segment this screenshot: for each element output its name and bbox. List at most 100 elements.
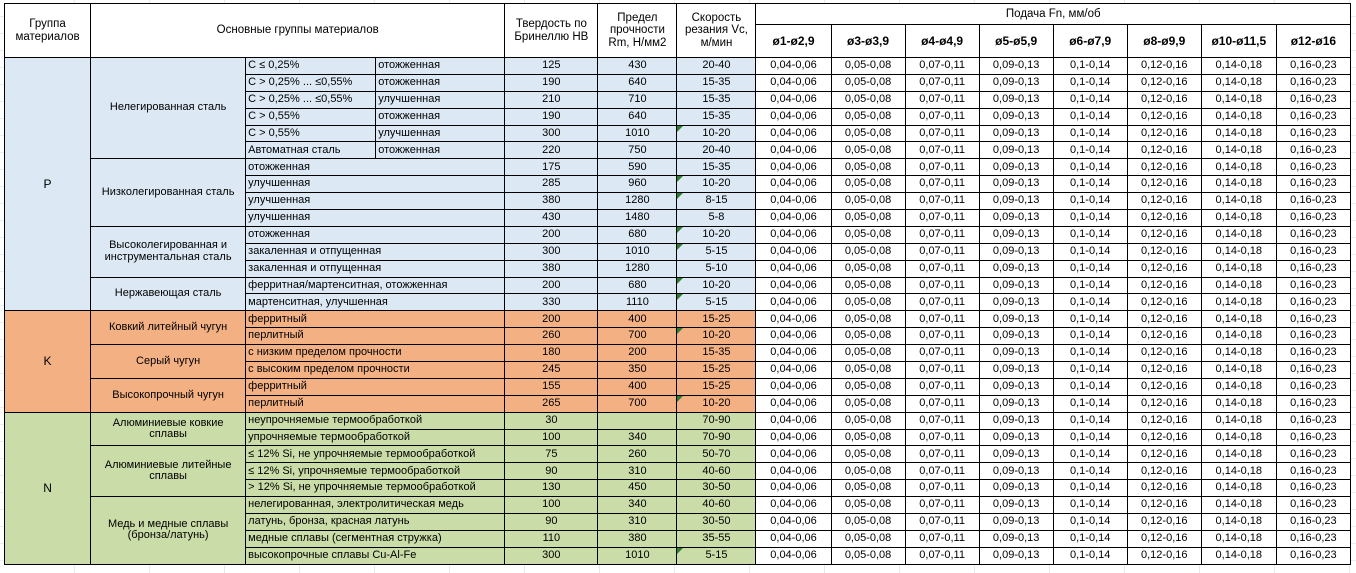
- feed-cell[interactable]: 0,12-0,16: [1126, 209, 1202, 227]
- subgroup-name-cell[interactable]: Нержавеющая сталь: [90, 276, 247, 312]
- feed-cell[interactable]: 0,09-0,13: [978, 445, 1054, 464]
- feed-cell[interactable]: 0,07-0,11: [904, 327, 980, 346]
- feed-cell[interactable]: 0,12-0,16: [1126, 192, 1202, 211]
- feed-cell[interactable]: 0,05-0,08: [830, 192, 906, 211]
- speed-cell[interactable]: 20-40: [676, 141, 757, 160]
- feed-cell[interactable]: 0,09-0,13: [978, 377, 1054, 396]
- feed-cell[interactable]: 0,14-0,18: [1200, 394, 1277, 413]
- feed-cell[interactable]: 0,04-0,06: [755, 192, 832, 211]
- feed-cell[interactable]: 0,16-0,23: [1275, 57, 1352, 75]
- feed-cell[interactable]: 0,16-0,23: [1275, 361, 1352, 379]
- feed-cell[interactable]: 0,05-0,08: [830, 513, 906, 531]
- feed-cell[interactable]: 0,14-0,18: [1200, 411, 1277, 430]
- feed-cell[interactable]: 0,12-0,16: [1126, 361, 1202, 379]
- feed-cell[interactable]: 0,09-0,13: [978, 344, 1054, 363]
- feed-cell[interactable]: 0,1-0,14: [1052, 513, 1128, 531]
- feed-cell[interactable]: 0,16-0,23: [1275, 124, 1352, 143]
- header-diameter-4[interactable]: ø5-ø5,9: [978, 24, 1054, 58]
- material-type-cell[interactable]: C > 0,55%: [245, 124, 377, 143]
- strength-cell[interactable]: 350: [597, 361, 678, 379]
- material-state-cell[interactable]: > 12% Si, не упрочняемые термообработкой: [245, 479, 506, 498]
- feed-cell[interactable]: 0,09-0,13: [978, 209, 1054, 227]
- feed-cell[interactable]: 0,07-0,11: [904, 242, 980, 261]
- subgroup-name-cell[interactable]: Высоколегированная и инструментальная ст…: [90, 225, 247, 278]
- feed-cell[interactable]: 0,12-0,16: [1126, 513, 1202, 531]
- feed-cell[interactable]: 0,16-0,23: [1275, 394, 1352, 413]
- speed-cell[interactable]: 70-90: [676, 411, 757, 430]
- speed-cell[interactable]: 15-35: [676, 107, 757, 126]
- feed-cell[interactable]: 0,14-0,18: [1200, 445, 1277, 464]
- strength-cell[interactable]: 340: [597, 496, 678, 515]
- feed-cell[interactable]: 0,12-0,16: [1126, 546, 1202, 565]
- feed-cell[interactable]: 0,07-0,11: [904, 411, 980, 430]
- feed-cell[interactable]: 0,04-0,06: [755, 344, 832, 363]
- header-diameter-5[interactable]: ø6-ø7,9: [1052, 24, 1128, 58]
- feed-cell[interactable]: 0,1-0,14: [1052, 411, 1128, 430]
- header-diameter-2[interactable]: ø3-ø3,9: [830, 24, 906, 58]
- feed-cell[interactable]: 0,07-0,11: [904, 496, 980, 515]
- feed-cell[interactable]: 0,07-0,11: [904, 124, 980, 143]
- feed-cell[interactable]: 0,16-0,23: [1275, 310, 1352, 329]
- feed-cell[interactable]: 0,07-0,11: [904, 57, 980, 75]
- feed-cell[interactable]: 0,09-0,13: [978, 124, 1054, 143]
- hardness-cell[interactable]: 330: [504, 293, 599, 312]
- feed-cell[interactable]: 0,07-0,11: [904, 192, 980, 211]
- feed-cell[interactable]: 0,16-0,23: [1275, 529, 1352, 548]
- feed-cell[interactable]: 0,05-0,08: [830, 411, 906, 430]
- feed-cell[interactable]: 0,09-0,13: [978, 90, 1054, 109]
- feed-cell[interactable]: 0,12-0,16: [1126, 394, 1202, 413]
- feed-cell[interactable]: 0,04-0,06: [755, 225, 832, 244]
- strength-cell[interactable]: 1480: [597, 209, 678, 227]
- material-state-cell[interactable]: высокопрочные сплавы Cu-Al-Fe: [245, 546, 506, 565]
- feed-cell[interactable]: 0,05-0,08: [830, 428, 906, 447]
- feed-cell[interactable]: 0,1-0,14: [1052, 242, 1128, 261]
- subgroup-name-cell[interactable]: Нелегированная сталь: [90, 56, 247, 160]
- group-code-cell[interactable]: P: [3, 56, 92, 312]
- strength-cell[interactable]: 640: [597, 107, 678, 126]
- feed-cell[interactable]: 0,16-0,23: [1275, 445, 1352, 464]
- header-diameter-3[interactable]: ø4-ø4,9: [904, 24, 980, 58]
- feed-cell[interactable]: 0,12-0,16: [1126, 377, 1202, 396]
- feed-cell[interactable]: 0,09-0,13: [978, 479, 1054, 498]
- material-state-cell[interactable]: мартенситная, улучшенная: [245, 293, 506, 312]
- header-diameter-8[interactable]: ø12-ø16: [1275, 24, 1352, 58]
- feed-cell[interactable]: 0,04-0,06: [755, 57, 832, 75]
- feed-cell[interactable]: 0,09-0,13: [978, 175, 1054, 194]
- feed-cell[interactable]: 0,1-0,14: [1052, 158, 1128, 177]
- hardness-cell[interactable]: 125: [504, 57, 599, 75]
- feed-cell[interactable]: 0,05-0,08: [830, 276, 906, 295]
- feed-cell[interactable]: 0,04-0,06: [755, 445, 832, 464]
- header-tensile-strength[interactable]: Предел прочности Rm, Н/мм2: [597, 3, 678, 58]
- feed-cell[interactable]: 0,1-0,14: [1052, 293, 1128, 312]
- speed-cell[interactable]: 10-20: [676, 327, 757, 346]
- material-state-cell[interactable]: перлитный: [245, 394, 506, 413]
- feed-cell[interactable]: 0,16-0,23: [1275, 377, 1352, 396]
- feed-cell[interactable]: 0,05-0,08: [830, 310, 906, 329]
- feed-cell[interactable]: 0,07-0,11: [904, 377, 980, 396]
- feed-cell[interactable]: 0,1-0,14: [1052, 479, 1128, 498]
- feed-cell[interactable]: 0,04-0,06: [755, 513, 832, 531]
- feed-cell[interactable]: 0,16-0,23: [1275, 411, 1352, 430]
- feed-cell[interactable]: 0,12-0,16: [1126, 90, 1202, 109]
- hardness-cell[interactable]: 110: [504, 529, 599, 548]
- strength-cell[interactable]: 450: [597, 479, 678, 498]
- feed-cell[interactable]: 0,1-0,14: [1052, 259, 1128, 278]
- feed-cell[interactable]: 0,07-0,11: [904, 361, 980, 379]
- hardness-cell[interactable]: 200: [504, 276, 599, 295]
- feed-cell[interactable]: 0,16-0,23: [1275, 225, 1352, 244]
- strength-cell[interactable]: 260: [597, 445, 678, 464]
- feed-cell[interactable]: 0,1-0,14: [1052, 310, 1128, 329]
- speed-cell[interactable]: 15-25: [676, 377, 757, 396]
- hardness-cell[interactable]: 190: [504, 73, 599, 92]
- material-state-cell[interactable]: отожженная: [375, 107, 506, 126]
- feed-cell[interactable]: 0,1-0,14: [1052, 496, 1128, 515]
- speed-cell[interactable]: 5-8: [676, 209, 757, 227]
- hardness-cell[interactable]: 90: [504, 513, 599, 531]
- feed-cell[interactable]: 0,04-0,06: [755, 310, 832, 329]
- feed-cell[interactable]: 0,1-0,14: [1052, 225, 1128, 244]
- feed-cell[interactable]: 0,14-0,18: [1200, 327, 1277, 346]
- feed-cell[interactable]: 0,16-0,23: [1275, 90, 1352, 109]
- feed-cell[interactable]: 0,05-0,08: [830, 445, 906, 464]
- feed-cell[interactable]: 0,12-0,16: [1126, 175, 1202, 194]
- feed-cell[interactable]: 0,14-0,18: [1200, 192, 1277, 211]
